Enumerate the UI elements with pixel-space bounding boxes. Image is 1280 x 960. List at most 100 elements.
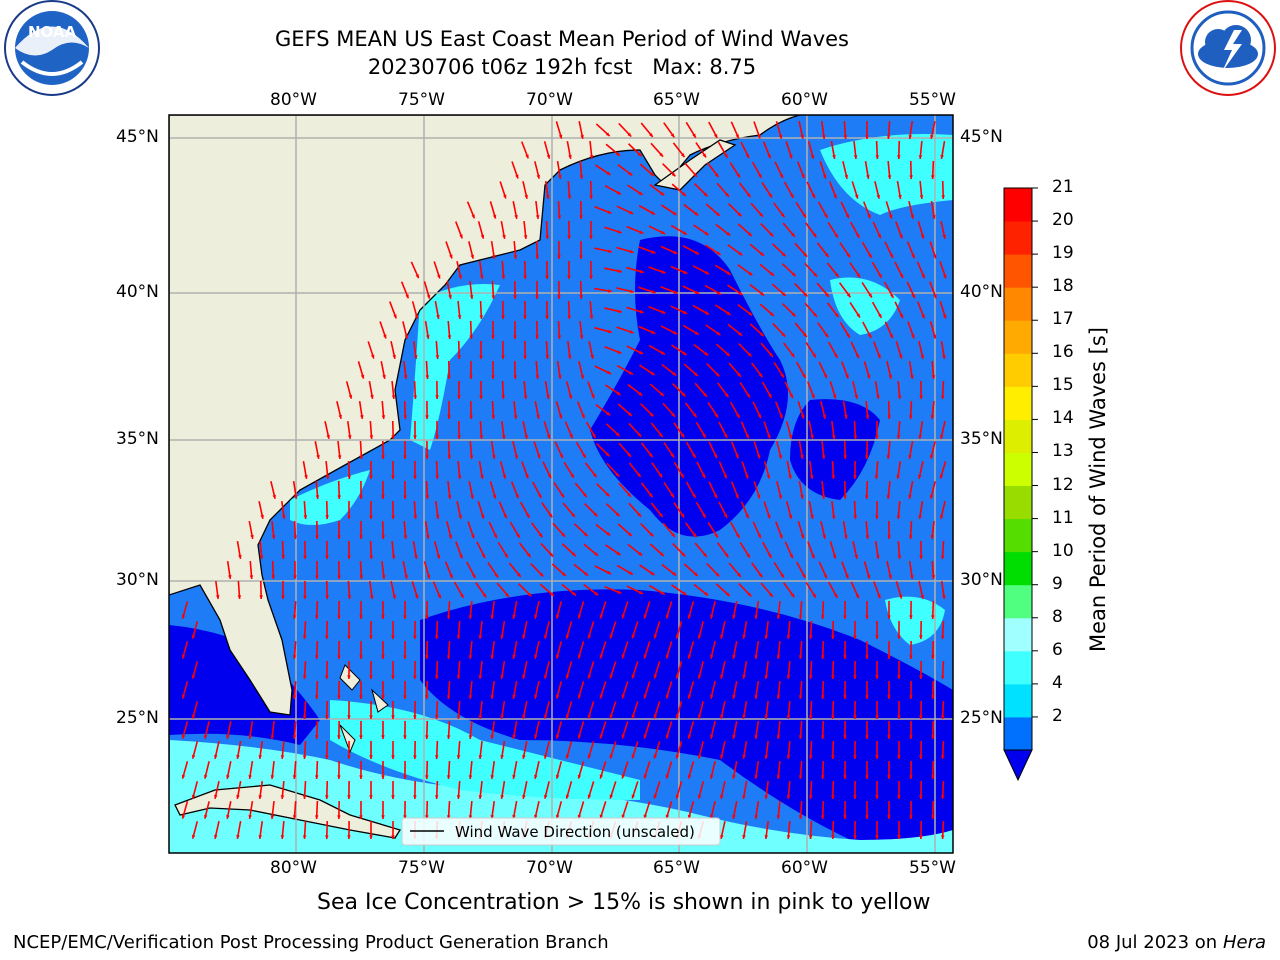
wave-arrow-head — [824, 253, 829, 258]
lat-label-left: 35°N — [116, 429, 159, 449]
wave-arrow-head — [865, 455, 869, 459]
wave-arrow-head — [547, 474, 552, 479]
wave-arrow-head — [617, 350, 622, 354]
wave-arrow-head — [491, 415, 496, 419]
wave-arrow-head — [479, 435, 484, 439]
wave-arrow-head — [754, 735, 758, 739]
wave-arrow-head — [446, 615, 451, 619]
wave-arrow-head — [491, 375, 495, 379]
wave-arrow-head — [853, 635, 857, 639]
wave-arrow-head — [587, 754, 592, 759]
wave-arrow-head — [720, 794, 724, 799]
wave-arrow-head — [392, 594, 396, 599]
wave-arrow-head — [919, 395, 923, 399]
wave-arrow-head — [909, 615, 913, 619]
wave-arrow-head — [942, 314, 947, 319]
wave-arrow-head — [413, 435, 417, 439]
wave-arrow-head — [606, 171, 611, 175]
wave-arrow-head — [391, 635, 395, 639]
wave-arrow-head — [843, 775, 847, 779]
wave-arrow-head — [726, 231, 731, 236]
wave-arrow-head — [746, 193, 751, 198]
wave-arrow-head — [468, 655, 473, 659]
wave-arrow-head — [543, 794, 548, 799]
wave-arrow-head — [720, 754, 724, 759]
wave-arrow-head — [621, 694, 626, 699]
wave-arrow-head — [716, 331, 721, 336]
wave-arrow-head — [939, 514, 944, 519]
wave-arrow-head — [584, 571, 589, 576]
lon-label-bottom: 60°W — [781, 858, 828, 878]
wave-arrow-head — [259, 595, 263, 599]
wave-arrow-head — [391, 715, 395, 719]
wave-arrow-head — [535, 335, 539, 339]
wave-arrow-head — [921, 274, 925, 279]
wave-arrow-head — [425, 375, 430, 379]
wave-arrow-head — [843, 815, 847, 819]
wave-arrow-head — [742, 715, 746, 719]
wave-arrow-head — [820, 815, 825, 819]
wave-arrow-head — [478, 755, 483, 759]
wave-direction-arrows — [181, 120, 947, 840]
wave-arrow-head — [369, 475, 373, 479]
wave-arrow-head — [764, 795, 769, 799]
wave-arrow-head — [560, 493, 564, 498]
wave-arrow-head — [478, 675, 483, 679]
wave-arrow-head — [671, 172, 676, 177]
wave-arrow-head — [713, 494, 717, 499]
wave-arrow-head — [214, 834, 218, 839]
wave-arrow-head — [709, 734, 714, 739]
wave-arrow-head — [745, 474, 749, 479]
wave-arrow-head — [587, 714, 592, 719]
wave-arrow-head — [570, 473, 574, 478]
wave-arrow-head — [456, 715, 461, 719]
wave-arrow-head — [567, 275, 571, 279]
wave-arrow-head — [888, 574, 892, 579]
wave-arrow-head — [579, 335, 584, 339]
wave-arrow-head — [808, 635, 813, 639]
wave-arrow-head — [315, 575, 319, 579]
wave-arrow-head — [683, 270, 688, 274]
wave-arrow-head — [191, 714, 196, 719]
wave-arrow-head — [675, 714, 680, 719]
wave-arrow-head — [557, 255, 561, 259]
wave-arrow-head — [359, 735, 363, 739]
wave-arrow-head — [639, 269, 644, 274]
colorbar-tick-label: 17 — [1052, 309, 1074, 330]
wave-arrow-head — [643, 614, 648, 619]
wave-arrow-head — [930, 535, 935, 539]
wave-arrow-head — [789, 394, 793, 399]
wave-arrow-head — [716, 251, 721, 255]
wave-arrow-head — [703, 552, 707, 557]
wave-arrow-head — [347, 795, 351, 799]
wave-arrow-head — [757, 534, 761, 539]
wave-arrow-head — [649, 412, 654, 417]
wave-arrow-head — [745, 514, 749, 519]
wave-arrow-head — [680, 473, 684, 478]
wave-arrow-head — [833, 194, 837, 199]
wave-arrow-head — [732, 814, 736, 819]
wave-arrow-head — [909, 175, 913, 179]
wave-arrow-head — [478, 715, 483, 719]
wave-arrow-head — [609, 754, 614, 759]
wave-arrow-head — [865, 615, 869, 619]
colorbar-segment — [1004, 386, 1032, 420]
wave-arrow-head — [942, 355, 946, 359]
wave-arrow-head — [545, 195, 550, 199]
wave-arrow-head — [742, 755, 746, 759]
wave-arrow-head — [897, 715, 901, 719]
wave-arrow-head — [469, 295, 474, 299]
wave-arrow-head — [447, 375, 451, 379]
wave-arrow-head — [607, 329, 612, 334]
wave-arrow-head — [788, 434, 793, 439]
wave-region-deep — [790, 399, 880, 500]
wave-arrow-head — [720, 834, 724, 839]
wave-arrow-head — [545, 235, 550, 239]
wave-arrow-head — [631, 754, 636, 759]
wave-arrow-head — [697, 634, 702, 639]
wave-arrow-head — [831, 475, 836, 479]
wave-arrow-head — [599, 694, 604, 699]
colorbar-segment — [1004, 188, 1032, 222]
wave-arrow-head — [724, 553, 729, 558]
wave-arrow-head — [831, 835, 835, 839]
